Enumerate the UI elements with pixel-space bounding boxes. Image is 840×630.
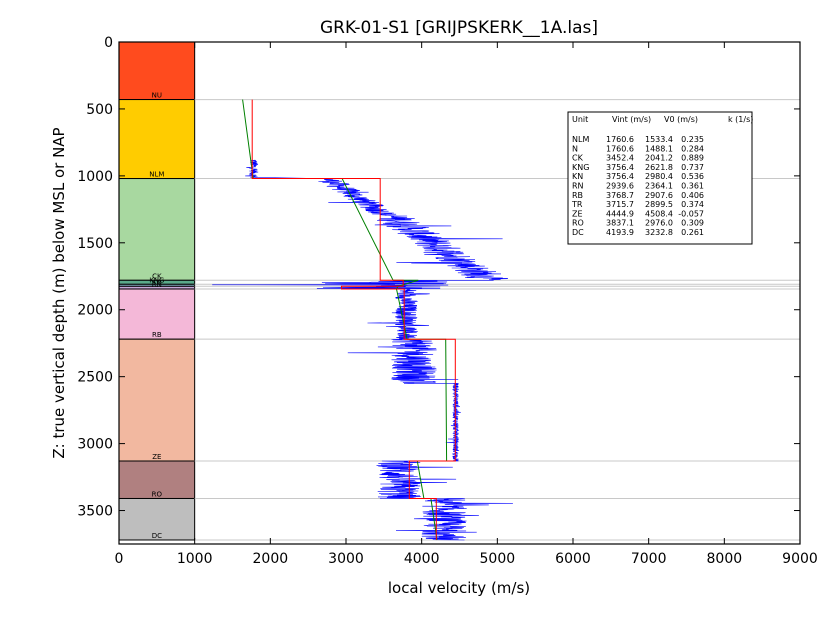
- table-cell-k: 0.406: [681, 191, 704, 200]
- x-tick-label: 1000: [177, 551, 213, 567]
- table-cell-unit: N: [572, 144, 578, 153]
- velocity-table: Unit Vint (m/s) V0 (m/s) k (1/s) NLM 1760.6 15…: [567, 111, 753, 245]
- unit-block-dc: [118, 497, 196, 541]
- x-axis-label: local velocity (m/s): [388, 579, 530, 597]
- table-cell-k: 0.309: [681, 219, 704, 228]
- table-cell-vint: 2939.6: [606, 182, 634, 191]
- y-tick-label: 3500: [77, 504, 113, 520]
- y-tick-label: 0: [104, 35, 113, 51]
- table-cell-unit: RB: [572, 191, 583, 200]
- velocity-table-box: [567, 111, 753, 245]
- linear-model-line: [242, 99, 448, 541]
- unit-label-ck: CK: [152, 272, 162, 280]
- x-tick-label: 4000: [404, 551, 440, 567]
- plot-frame: [118, 41, 801, 545]
- table-header-cell: k (1/s): [728, 115, 753, 124]
- unit-label-dc: DC: [152, 532, 162, 540]
- unit-label-nlm: NLM: [149, 171, 164, 179]
- unit-label-kng: KNG: [149, 276, 164, 284]
- y-tick-label: 2500: [77, 370, 113, 386]
- velocity-log-series: [212, 159, 513, 541]
- table-cell-v0: 2041.2: [645, 154, 673, 163]
- unit-block-nlm: [118, 99, 196, 180]
- unit-block-ro: [118, 460, 196, 499]
- table-cell-k: 0.235: [681, 135, 704, 144]
- table-cell-k: 0.361: [681, 182, 704, 191]
- table-header-cell: Vint (m/s): [612, 115, 651, 124]
- unit-label-ze: ZE: [152, 453, 161, 461]
- table-cell-unit: KN: [572, 172, 583, 181]
- x-tick-label: 2000: [253, 551, 289, 567]
- table-header-cell: V0 (m/s): [664, 115, 698, 124]
- unit-label-kn: KN: [152, 278, 162, 286]
- table-cell-unit: ZE: [572, 209, 583, 218]
- y-tick-label: 1000: [77, 169, 113, 185]
- table-cell-vint: 1760.6: [606, 135, 634, 144]
- table-cell-k: 0.284: [681, 144, 704, 153]
- table-cell-v0: 2621.8: [645, 163, 673, 172]
- table-cell-k: 0.536: [681, 172, 704, 181]
- table-cell-v0: 2976.0: [645, 219, 673, 228]
- model-series: [242, 99, 456, 541]
- y-axis-ticks: 0 500 1000 1500 2000 2500 3000 3500: [77, 35, 800, 520]
- vint-step-line: [251, 99, 456, 540]
- table-header-cell: Unit: [572, 115, 588, 124]
- x-axis-ticks: 0 1000 2000 3000 4000 5000 6000 7000 8000 9000: [115, 42, 818, 567]
- table-cell-v0: 2899.5: [645, 200, 673, 209]
- table-cell-k: 0.737: [681, 163, 704, 172]
- table-cell-vint: 3756.4: [606, 172, 634, 181]
- unit-block-ck: [118, 178, 196, 281]
- velocity-log-line: [212, 159, 513, 541]
- y-tick-label: 2000: [77, 303, 113, 319]
- table-cell-unit: RO: [572, 219, 584, 228]
- unit-label-ro: RO: [152, 490, 163, 498]
- table-cell-k: 0.261: [681, 228, 704, 237]
- table-cell-vint: 4444.9: [606, 209, 634, 218]
- table-cell-vint: 3756.4: [606, 163, 634, 172]
- table-cell-k: -0.057: [678, 209, 704, 218]
- x-tick-label: 8000: [707, 551, 743, 567]
- unit-block-nu: [118, 41, 196, 101]
- table-cell-v0: 2364.1: [645, 182, 673, 191]
- table-cell-vint: 1760.6: [606, 144, 634, 153]
- table-cell-unit: TR: [571, 200, 583, 209]
- x-tick-label: 3000: [328, 551, 364, 567]
- unit-block-ze: [118, 338, 196, 462]
- x-tick-label: 5000: [480, 551, 516, 567]
- x-tick-label: 7000: [631, 551, 667, 567]
- unit-label-nu: NU: [152, 92, 162, 100]
- table-cell-unit: CK: [572, 154, 584, 163]
- table-cell-v0: 1533.4: [645, 135, 673, 144]
- y-tick-label: 1500: [77, 236, 113, 252]
- y-tick-label: 3000: [77, 437, 113, 453]
- table-cell-unit: DC: [572, 228, 584, 237]
- y-tick-label: 500: [86, 102, 113, 118]
- unit-label-rb: RB: [152, 331, 162, 339]
- table-cell-vint: 3768.7: [606, 191, 634, 200]
- table-cell-vint: 4193.9: [606, 228, 634, 237]
- x-tick-label: 9000: [782, 551, 818, 567]
- unit-label-rn: RN: [152, 281, 162, 289]
- x-tick-label: 6000: [555, 551, 591, 567]
- table-cell-vint: 3452.4: [606, 154, 634, 163]
- x-tick-label: 0: [115, 551, 124, 567]
- table-cell-v0: 1488.1: [645, 144, 673, 153]
- table-cell-v0: 3232.8: [645, 228, 673, 237]
- table-cell-v0: 2907.6: [645, 191, 673, 200]
- table-cell-k: 0.889: [681, 154, 704, 163]
- y-axis-label: Z: true vertical depth (m) below MSL or …: [50, 127, 68, 458]
- table-cell-unit: KNG: [572, 163, 589, 172]
- table-cell-unit: RN: [572, 182, 584, 191]
- table-cell-unit: NLM: [572, 135, 589, 144]
- table-cell-vint: 3837.1: [606, 219, 634, 228]
- chart-title: GRK-01-S1 [GRIJPSKERK__1A.las]: [320, 18, 598, 38]
- table-cell-v0: 2980.4: [645, 172, 673, 181]
- table-cell-v0: 4508.4: [645, 209, 673, 218]
- table-cell-vint: 3715.7: [606, 200, 634, 209]
- table-cell-k: 0.374: [681, 200, 704, 209]
